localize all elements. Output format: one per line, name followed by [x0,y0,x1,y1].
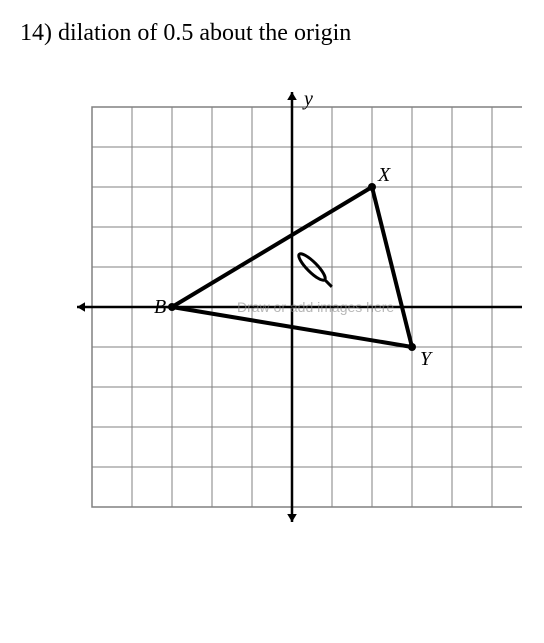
vertex-label-y: Y [420,348,433,370]
grid-svg: yxDraw or add images hereBXY [62,67,522,567]
vertex-point [408,343,416,351]
grid-wrapper: yxDraw or add images hereBXY [20,67,544,567]
problem-statement: 14) dilation of 0.5 about the origin [20,20,544,47]
problem-description: dilation of 0.5 about the origin [58,20,351,46]
problem-container: 14) dilation of 0.5 about the origin yxD… [20,20,544,567]
problem-number: 14) [20,20,52,46]
pen-icon [296,251,336,291]
vertex-point [168,303,176,311]
vertex-label-x: X [377,164,391,186]
vertex-label-b: B [154,296,166,318]
y-axis-label: y [302,88,313,110]
vertex-point [368,183,376,191]
canvas-watermark: Draw or add images here [237,299,394,315]
coordinate-grid[interactable]: yxDraw or add images hereBXY [62,67,522,567]
